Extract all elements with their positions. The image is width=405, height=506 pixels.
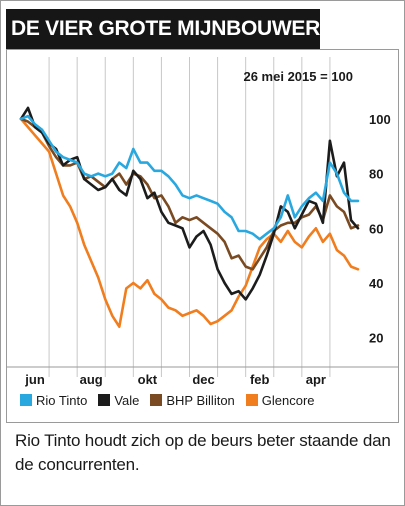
x-tick-label: dec [192,372,214,387]
line-chart: jun aug okt dec feb apr 20 40 60 80 100 26 mei 201… [7,57,399,387]
chart-caption: Rio Tinto houdt zich op de beurs beter s… [15,431,391,474]
y-tick-label: 100 [369,112,391,127]
series-group [19,106,360,329]
series-line-glencore [19,117,360,329]
y-tick-label: 20 [369,331,383,346]
legend-swatch [98,394,111,406]
y-tick-label: 40 [369,276,383,291]
axes: jun aug okt dec feb apr 20 40 60 80 100 [7,112,399,387]
legend-item: Vale [98,393,139,408]
legend-item: Glencore [245,392,315,408]
chart-area [6,49,399,423]
grid [48,57,331,377]
legend: Rio Tinto Vale BHP Billiton Glencore [20,390,326,410]
x-tick-label: okt [138,372,158,387]
legend-label: Glencore [261,392,315,408]
legend-label: BHP Billiton [166,392,235,408]
x-tick-label: jun [24,372,45,387]
y-tick-label: 60 [369,221,383,236]
x-tick-label: apr [306,372,326,387]
series-line-vale [19,106,360,301]
legend-label: Rio Tinto [36,392,88,408]
series-line-rio-tinto [19,114,360,241]
x-tick-label: aug [80,372,103,387]
chart-subtitle: 26 mei 2015 = 100 [243,69,353,84]
y-tick-label: 80 [369,167,383,182]
x-tick-label: feb [250,372,270,387]
legend-swatch [20,394,32,406]
legend-item: BHP Billiton [150,392,235,408]
legend-swatch [245,394,258,406]
legend-label: Vale [114,392,140,408]
legend-swatch [150,394,163,406]
legend-item: Rio Tinto [20,393,87,408]
chart-title: DE VIER GROTE MIJNBOUWERS [6,9,320,49]
